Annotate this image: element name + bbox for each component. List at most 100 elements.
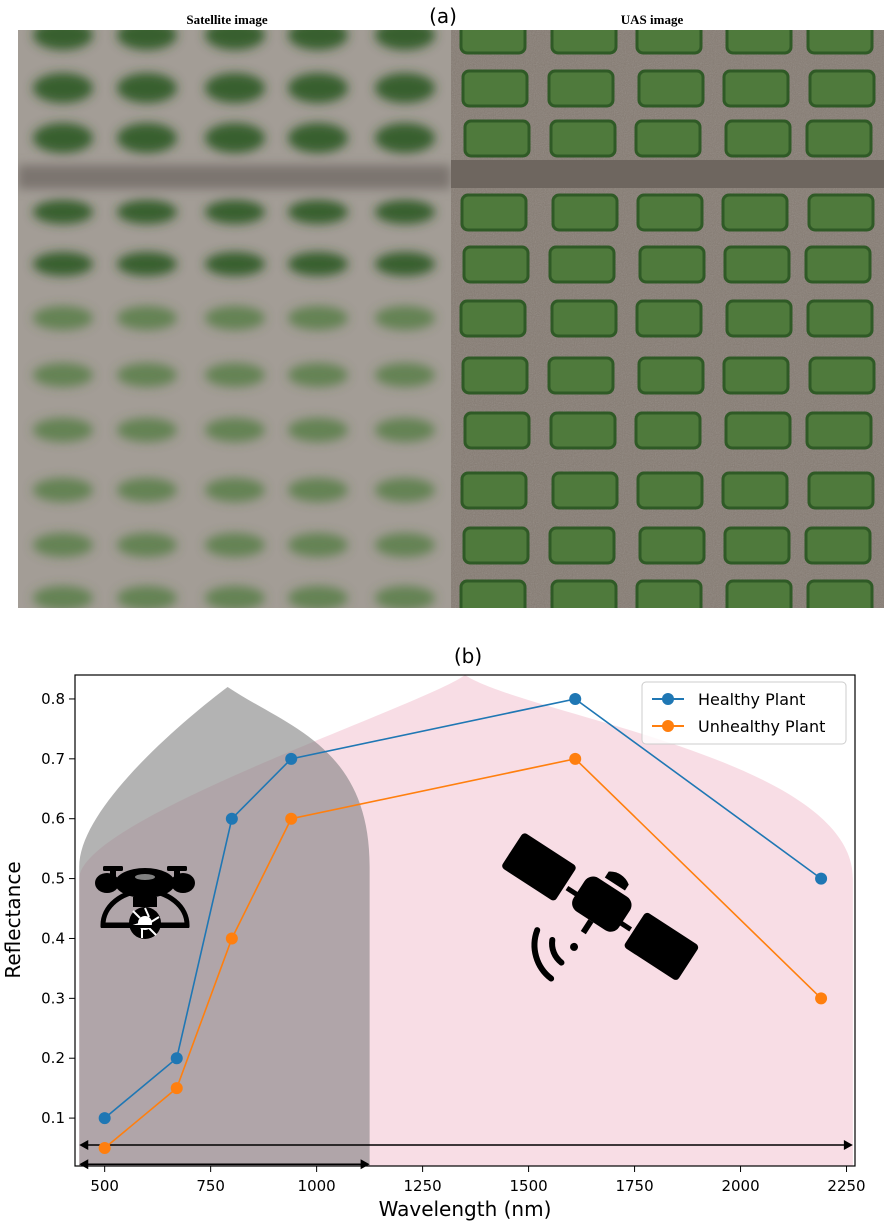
satellite-crop-plot — [288, 478, 348, 502]
uas-crop-plot — [462, 245, 530, 284]
satellite-crop-plot — [375, 30, 435, 50]
data-point-0-1 — [170, 1052, 183, 1065]
satellite-crop-plot — [33, 30, 93, 50]
chart-title: (b) — [454, 644, 482, 668]
uas-crop-plot — [724, 119, 792, 158]
uas-crop-plot — [634, 411, 702, 450]
x-tick-label: 1750 — [615, 1177, 653, 1195]
satellite-crop-plot — [117, 418, 177, 442]
x-axis-label: Wavelength (nm) — [379, 1197, 552, 1221]
uas-arrow-head-left — [79, 1159, 89, 1170]
uas-crop-plot — [725, 30, 793, 55]
satellite-crop-plot — [288, 363, 348, 387]
legend-dot-unhealthy — [662, 720, 674, 732]
y-tick-label: 0.7 — [41, 750, 65, 768]
satellite-crop-plot — [117, 306, 177, 330]
satellite-crop-plot — [33, 306, 93, 330]
x-tick-label: 750 — [196, 1177, 225, 1195]
drone-icon — [95, 866, 195, 939]
panel-a: (a) Satellite image UAS image — [18, 4, 884, 608]
uas-road — [451, 160, 884, 188]
satellite-crop-plot — [117, 533, 177, 557]
satellite-crop-plot — [33, 73, 93, 103]
satellite-crop-plot — [288, 533, 348, 557]
uas-crop-plot — [725, 579, 793, 608]
data-point-0-2 — [225, 812, 238, 825]
satellite-crop-plot — [288, 123, 348, 153]
satellite-crop-plot — [205, 306, 265, 330]
data-point-1-0 — [98, 1142, 111, 1155]
uas-crop-plot — [806, 579, 874, 608]
satellite-arrow-head-right — [843, 1140, 853, 1151]
satellite-crop-plot — [205, 418, 265, 442]
uas-crop-plot — [549, 119, 617, 158]
uas-image — [451, 30, 884, 608]
satellite-crop-plot — [117, 200, 177, 224]
legend: Healthy Plant Unhealthy Plant — [641, 681, 847, 745]
y-tick-label: 0.4 — [41, 929, 65, 947]
satellite-crop-plot — [375, 252, 435, 276]
satellite-crop-plot — [117, 252, 177, 276]
data-point-1-3 — [285, 812, 298, 825]
data-point-1-2 — [225, 932, 238, 945]
y-tick-label: 0.8 — [41, 690, 65, 708]
satellite-crop-plot — [288, 306, 348, 330]
satellite-crop-plot — [205, 73, 265, 103]
data-point-1-1 — [170, 1082, 183, 1095]
satellite-crop-plot — [33, 123, 93, 153]
data-point-1-4 — [569, 752, 582, 765]
uas-crop-plot — [550, 299, 618, 338]
uas-crop-plot — [636, 471, 704, 510]
uas-crop-plot — [806, 30, 874, 55]
uas-crop-plot — [807, 193, 875, 232]
x-tick-label: 500 — [90, 1177, 119, 1195]
satellite-crop-plot — [117, 30, 177, 50]
legend-label-unhealthy: Unhealthy Plant — [698, 717, 825, 736]
satellite-crop-plot — [205, 478, 265, 502]
satellite-crop-plot — [205, 586, 265, 608]
satellite-crop-plot — [288, 200, 348, 224]
uas-crop-plot — [635, 30, 703, 55]
uas-crop-plot — [635, 579, 703, 608]
uas-crop-plot — [548, 245, 616, 284]
satellite-icon — [502, 833, 699, 982]
y-tick-label: 0.5 — [41, 870, 65, 888]
satellite-crop-plot — [205, 533, 265, 557]
uas-crop-plot — [722, 69, 790, 108]
series-line-0 — [104, 698, 822, 1119]
satellite-crop-plot — [117, 586, 177, 608]
uas-crop-plot — [721, 471, 789, 510]
satellite-crop-plot — [33, 533, 93, 557]
satellite-crop-plot — [205, 30, 265, 50]
uas-range-region — [79, 686, 370, 1166]
x-tick-label: 1500 — [509, 1177, 547, 1195]
satellite-crop-plot — [288, 252, 348, 276]
satellite-crop-plot — [117, 363, 177, 387]
uas-crop-plot — [551, 471, 619, 510]
satellite-crop-plot — [205, 252, 265, 276]
uas-crop-plot — [804, 245, 872, 284]
uas-crop-plot — [549, 411, 617, 450]
y-tick-label: 0.6 — [41, 810, 65, 828]
uas-crop-plot — [804, 526, 872, 565]
satellite-crop-plot — [288, 418, 348, 442]
uas-crop-plot — [548, 526, 616, 565]
satellite-arrow-head-left — [79, 1140, 89, 1151]
uas-crop-plot — [547, 356, 615, 395]
uas-crop-plot — [721, 193, 789, 232]
satellite-crop-plot — [288, 73, 348, 103]
satellite-crop-plot — [117, 73, 177, 103]
satellite-crop-plot — [205, 363, 265, 387]
uas-crop-plot — [805, 411, 873, 450]
satellite-crop-plot — [375, 418, 435, 442]
satellite-crop-plot — [33, 418, 93, 442]
uas-crop-plot — [634, 119, 702, 158]
uas-crop-plot — [547, 69, 615, 108]
x-tick-label: 1250 — [404, 1177, 442, 1195]
satellite-crop-plot — [375, 200, 435, 224]
satellite-crop-plot — [288, 586, 348, 608]
uas-crop-plot — [638, 245, 706, 284]
y-axis-label: Reflectance — [1, 861, 25, 978]
uas-crop-plot — [459, 30, 527, 55]
satellite-crop-plot — [117, 123, 177, 153]
